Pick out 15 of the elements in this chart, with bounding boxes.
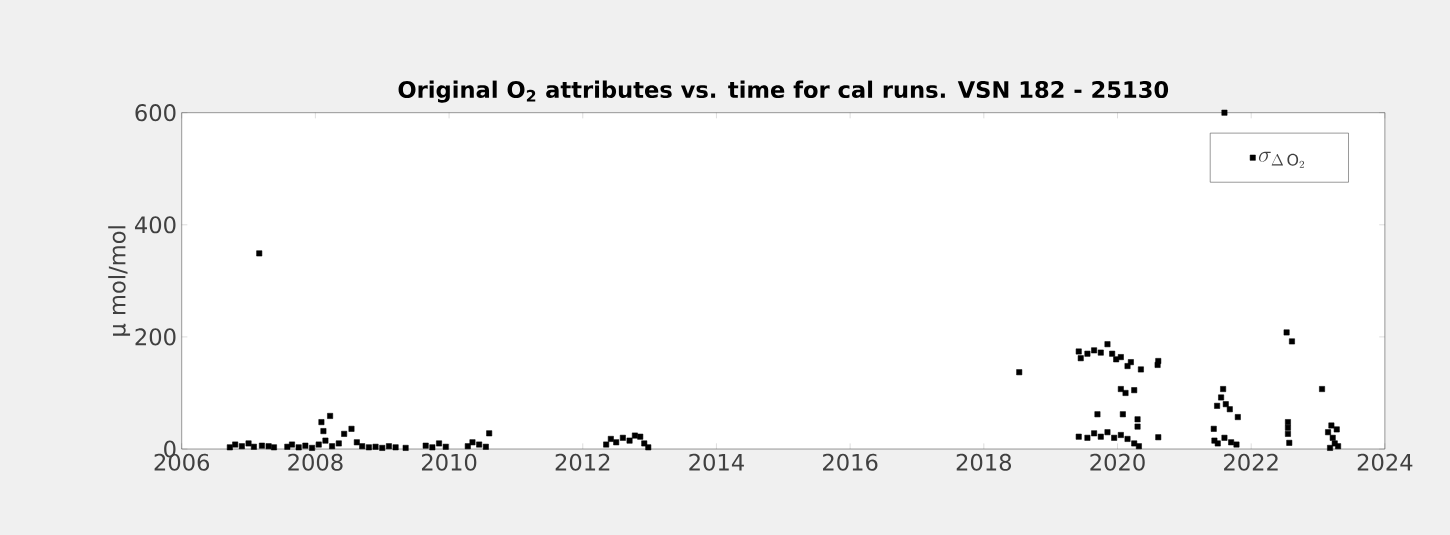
legend-label: $\sigma_{\Delta\,\mathrm{O}_{2}}$ [1258, 151, 1305, 168]
chart-title: Original O$_{2}$ attributes vs. time for cal runs. VSN 182 - 25130 [398, 80, 1169, 103]
x-tick-label: 2014 [689, 453, 744, 471]
x-tick-label: 2008 [288, 453, 343, 471]
x-tick-label: 2010 [421, 453, 477, 471]
y-axis-title: μ mol/mol [108, 226, 131, 336]
x-tick-label: 2024 [1357, 453, 1413, 471]
x-tick-label: 2012 [555, 453, 610, 471]
y-tick-label: 400 [134, 216, 176, 234]
y-tick-label: 600 [135, 103, 176, 121]
y-tick-label: 200 [135, 328, 176, 346]
x-tick-label: 2016 [823, 453, 878, 471]
x-tick-label: 2020 [1090, 453, 1145, 471]
x-tick-label: 2022 [1224, 453, 1278, 471]
x-tick-label: 2018 [956, 453, 1012, 471]
